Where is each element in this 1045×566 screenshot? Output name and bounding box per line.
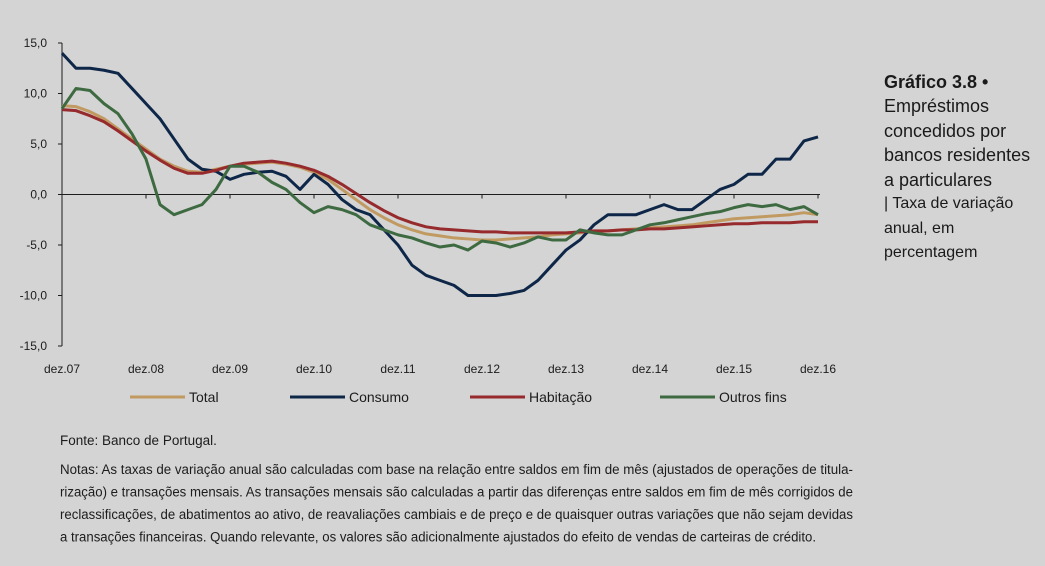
series-line xyxy=(61,108,818,235)
y-tick-label: -5,0 xyxy=(26,238,47,252)
legend-label: Total xyxy=(189,389,219,405)
legend-label: Consumo xyxy=(349,389,409,405)
chart-subtitle: Empréstimos concedidos por bancos reside… xyxy=(884,96,1031,190)
x-tick-label: dez.09 xyxy=(212,362,248,376)
y-tick-label: 10,0 xyxy=(24,87,48,101)
x-tick-label: dez.12 xyxy=(464,362,500,376)
source: Fonte: Banco de Portugal. xyxy=(60,433,217,448)
y-tick-label: 15,0 xyxy=(24,36,48,50)
chart-title: Gráfico 3.8 • xyxy=(884,72,989,92)
series-line xyxy=(61,104,819,242)
y-tick-label: 5,0 xyxy=(30,137,47,151)
legend-label: Habitação xyxy=(529,389,592,405)
series-line xyxy=(60,52,819,297)
side-caption: Gráfico 3.8 • Empréstimos concedidos por… xyxy=(884,70,1042,266)
note-line: Notas: As taxas de variação anual são ca… xyxy=(60,462,853,477)
y-tick-label: 0,0 xyxy=(30,188,47,202)
x-tick-label: dez.14 xyxy=(632,362,668,376)
subtitle-note: | Taxa de variação anual, em percentagem xyxy=(884,195,1014,261)
x-tick-label: dez.16 xyxy=(800,362,836,376)
y-tick-label: -15,0 xyxy=(20,339,48,353)
note-line: rização) e transações mensais. As transa… xyxy=(60,485,853,500)
x-tick-label: dez.10 xyxy=(296,362,332,376)
series-line xyxy=(60,86,819,252)
x-tick-label: dez.13 xyxy=(548,362,584,376)
note-line: a transações financeiras. Quando relevan… xyxy=(60,530,816,545)
x-tick-label: dez.15 xyxy=(716,362,752,376)
y-tick-label: -10,0 xyxy=(20,289,48,303)
x-tick-label: dez.08 xyxy=(128,362,164,376)
note-line: reclassificações, de abatimentos ao ativ… xyxy=(60,507,853,522)
x-tick-label: dez.11 xyxy=(380,362,415,376)
legend-label: Outros fins xyxy=(719,389,787,405)
x-tick-label: dez.07 xyxy=(44,362,80,376)
